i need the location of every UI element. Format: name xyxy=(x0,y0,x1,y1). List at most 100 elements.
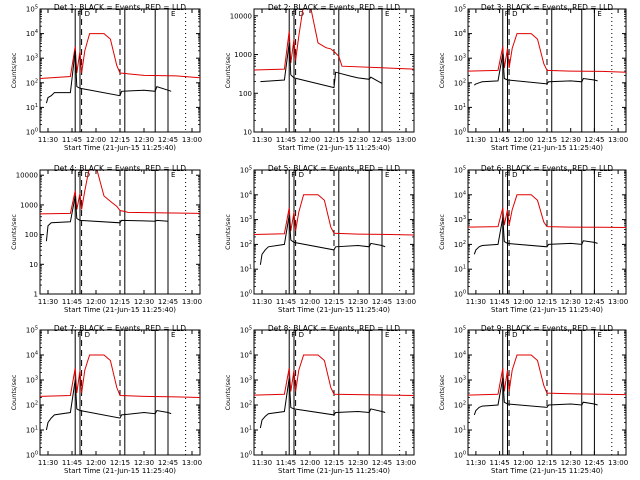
y-tick-label: 101 xyxy=(26,103,38,112)
marker-label: D xyxy=(85,331,90,339)
x-tick-label: 12:15 xyxy=(110,459,130,467)
x-tick-label: 11:30 xyxy=(38,459,58,467)
y-axis-label: Counts/sec xyxy=(224,374,232,410)
y-tick-label: 1000 xyxy=(20,201,38,209)
x-tick-label: 11:30 xyxy=(252,459,272,467)
x-tick-label: 13:00 xyxy=(608,459,628,467)
marker-label: D xyxy=(299,10,304,18)
marker-label: D xyxy=(299,171,304,179)
x-tick-label: 12:15 xyxy=(110,136,130,144)
x-tick-label: 12:45 xyxy=(372,459,392,467)
x-tick-label: 11:45 xyxy=(490,136,510,144)
y-axis-label: Counts/sec xyxy=(438,214,446,250)
x-tick-label: 12:00 xyxy=(300,459,320,467)
x-tick-label: 12:15 xyxy=(324,459,344,467)
panel-det-5: 100 101 102 103 104 105 11:30 11:45 12:00 12:15 12… xyxy=(224,164,416,314)
x-tick-label: 11:45 xyxy=(490,459,510,467)
marker-label: D xyxy=(85,171,90,179)
y-tick-label: 104 xyxy=(26,29,38,38)
x-tick-label: 13:00 xyxy=(608,298,628,306)
marker-label: E xyxy=(597,171,601,179)
y-tick-label: 10000 xyxy=(16,172,38,180)
panel-det-7: 100 101 102 103 104 105 11:30 11:45 12:00 12:15 12… xyxy=(10,324,202,475)
x-tick-label: 12:00 xyxy=(513,459,533,467)
y-tick-label: 1000 xyxy=(234,51,252,59)
series-line-lld xyxy=(468,194,626,228)
y-tick-label: 103 xyxy=(240,215,252,224)
y-tick-label: 104 xyxy=(454,190,466,199)
series-line-lld xyxy=(40,354,200,398)
series-line-events xyxy=(45,50,172,104)
y-tick-label: 103 xyxy=(240,376,252,385)
x-tick-label: 11:30 xyxy=(252,136,272,144)
y-tick-label: 104 xyxy=(240,190,252,199)
marker-label: F xyxy=(291,10,295,18)
x-axis-label: Start Time (21-Jun-15 11:25:40) xyxy=(64,306,176,314)
marker-label: E xyxy=(171,331,175,339)
series-line-events xyxy=(259,377,386,429)
x-tick-label: 12:30 xyxy=(561,136,581,144)
x-tick-label: 13:00 xyxy=(396,136,416,144)
y-tick-label: 105 xyxy=(240,326,252,335)
y-tick-label: 101 xyxy=(26,426,38,435)
y-tick-label: 101 xyxy=(240,426,252,435)
y-tick-label: 104 xyxy=(454,351,466,360)
y-axis-label: Counts/sec xyxy=(438,52,446,88)
x-tick-label: 12:15 xyxy=(324,136,344,144)
x-tick-label: 13:00 xyxy=(608,136,628,144)
y-tick-label: 100 xyxy=(240,451,252,460)
y-tick-label: 105 xyxy=(26,326,38,335)
marker-label: E xyxy=(385,331,389,339)
x-tick-label: 12:00 xyxy=(513,136,533,144)
x-tick-label: 12:15 xyxy=(537,459,557,467)
x-tick-label: 12:30 xyxy=(134,136,154,144)
y-tick-label: 100 xyxy=(26,128,38,137)
y-tick-label: 10 xyxy=(243,129,252,137)
x-tick-label: 11:45 xyxy=(276,298,296,306)
marker-label: D xyxy=(512,171,517,179)
panel-title: Det 9: BLACK = Events, RED = LLD xyxy=(481,324,613,333)
x-tick-label: 11:30 xyxy=(38,298,58,306)
x-tick-label: 11:45 xyxy=(62,459,82,467)
x-tick-label: 11:45 xyxy=(276,459,296,467)
marker-label: E xyxy=(171,171,175,179)
panel-title: Det 5: BLACK = Events, RED = LLD xyxy=(268,164,400,173)
marker-label: E xyxy=(597,331,601,339)
x-tick-label: 12:30 xyxy=(134,298,154,306)
x-tick-label: 12:45 xyxy=(372,298,392,306)
y-tick-label: 105 xyxy=(240,166,252,175)
panel-det-6: 100 101 102 103 104 105 11:30 11:45 12:00 12:15 12… xyxy=(438,164,628,314)
series-line-lld xyxy=(468,33,626,73)
x-tick-label: 11:30 xyxy=(466,298,486,306)
x-tick-label: 13:00 xyxy=(182,298,202,306)
y-tick-label: 102 xyxy=(240,401,252,410)
x-tick-label: 11:45 xyxy=(490,298,510,306)
series-line-events xyxy=(473,377,598,416)
y-tick-label: 101 xyxy=(454,426,466,435)
y-tick-label: 101 xyxy=(240,265,252,274)
x-tick-label: 12:45 xyxy=(158,298,178,306)
y-tick-label: 10 xyxy=(29,261,38,269)
x-tick-label: 13:00 xyxy=(396,459,416,467)
x-tick-label: 12:00 xyxy=(513,298,533,306)
x-tick-label: 12:30 xyxy=(561,298,581,306)
x-tick-label: 12:30 xyxy=(348,298,368,306)
marker-label: F xyxy=(505,10,509,18)
marker-label: F xyxy=(505,331,509,339)
y-tick-label: 101 xyxy=(454,103,466,112)
x-tick-label: 12:30 xyxy=(134,459,154,467)
x-axis-label: Start Time (21-Jun-15 11:25:40) xyxy=(64,467,176,475)
x-axis-label: Start Time (21-Jun-15 11:25:40) xyxy=(278,306,390,314)
x-tick-label: 12:45 xyxy=(372,136,392,144)
panel-det-9: 100 101 102 103 104 105 11:30 11:45 12:00 12:15 12… xyxy=(438,324,628,475)
x-tick-label: 12:00 xyxy=(300,298,320,306)
panel-title: Det 7: BLACK = Events, RED = LLD xyxy=(54,324,186,333)
marker-label: F xyxy=(77,171,81,179)
series-line-lld xyxy=(254,9,414,71)
marker-label: D xyxy=(85,10,90,18)
x-axis-label: Start Time (21-Jun-15 11:25:40) xyxy=(64,144,176,152)
y-tick-label: 102 xyxy=(454,78,466,87)
panel-title: Det 3: BLACK = Events, RED = LLD xyxy=(481,3,613,12)
x-tick-label: 12:30 xyxy=(561,459,581,467)
